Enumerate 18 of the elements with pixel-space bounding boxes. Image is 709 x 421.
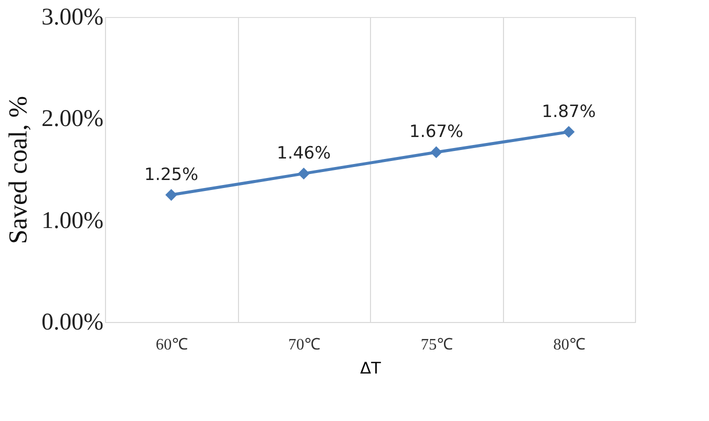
data-label: 1.46%: [276, 144, 331, 164]
y-tick-label: 0.00%: [42, 310, 104, 336]
point: [298, 168, 310, 180]
x-tick-label: 75℃: [420, 336, 453, 354]
x-axis-title: ΔT: [360, 358, 382, 378]
y-tick-label: 3.00%: [42, 4, 104, 30]
y-tick-label: 2.00%: [42, 106, 104, 132]
data-label: 1.67%: [409, 122, 464, 142]
point: [430, 146, 442, 158]
data-label: 1.87%: [542, 102, 596, 122]
point: [165, 189, 178, 201]
y-tick-label: 1.00%: [42, 208, 104, 234]
x-tick-label: 60℃: [156, 336, 188, 354]
data-label: 1.25%: [144, 164, 198, 185]
x-tick-label: 70℃: [288, 336, 320, 354]
point: [562, 126, 575, 138]
y-axis-title: Saved coal, %: [4, 96, 33, 244]
x-tick-label: 80℃: [553, 336, 586, 354]
